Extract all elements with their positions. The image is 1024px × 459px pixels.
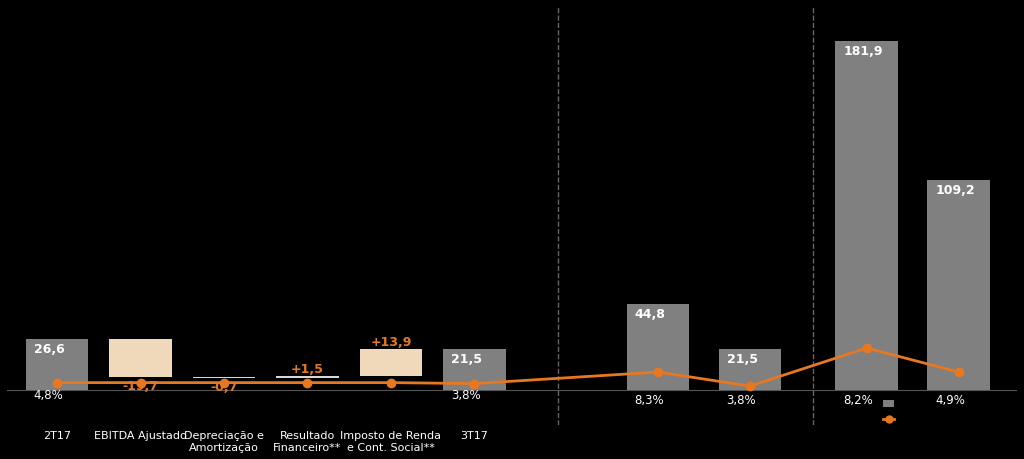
- Text: +13,9: +13,9: [371, 335, 412, 348]
- Text: 181,9: 181,9: [844, 45, 883, 57]
- Text: 3,8%: 3,8%: [451, 388, 480, 402]
- Text: 4,8%: 4,8%: [34, 388, 63, 402]
- Text: 8,3%: 8,3%: [635, 393, 665, 406]
- Text: 8,2%: 8,2%: [844, 393, 873, 406]
- Text: -0,7: -0,7: [210, 380, 238, 393]
- Text: -19,7: -19,7: [123, 379, 159, 392]
- Text: 26,6: 26,6: [34, 342, 65, 355]
- Text: 109,2: 109,2: [935, 184, 975, 197]
- Bar: [193, 377, 255, 379]
- Bar: [836, 42, 898, 391]
- Bar: [928, 181, 990, 391]
- Bar: [110, 340, 172, 377]
- Bar: [627, 305, 689, 391]
- Bar: [443, 349, 506, 391]
- Text: 3,8%: 3,8%: [727, 393, 756, 406]
- Legend: , : ,: [879, 395, 906, 429]
- Text: 44,8: 44,8: [635, 308, 666, 320]
- Text: 21,5: 21,5: [451, 352, 482, 365]
- Text: 21,5: 21,5: [727, 352, 758, 365]
- Text: 4,9%: 4,9%: [935, 393, 965, 406]
- Text: +1,5: +1,5: [291, 362, 324, 375]
- Bar: [276, 375, 339, 379]
- Bar: [26, 340, 88, 391]
- Bar: [359, 349, 422, 375]
- Bar: [719, 349, 781, 391]
